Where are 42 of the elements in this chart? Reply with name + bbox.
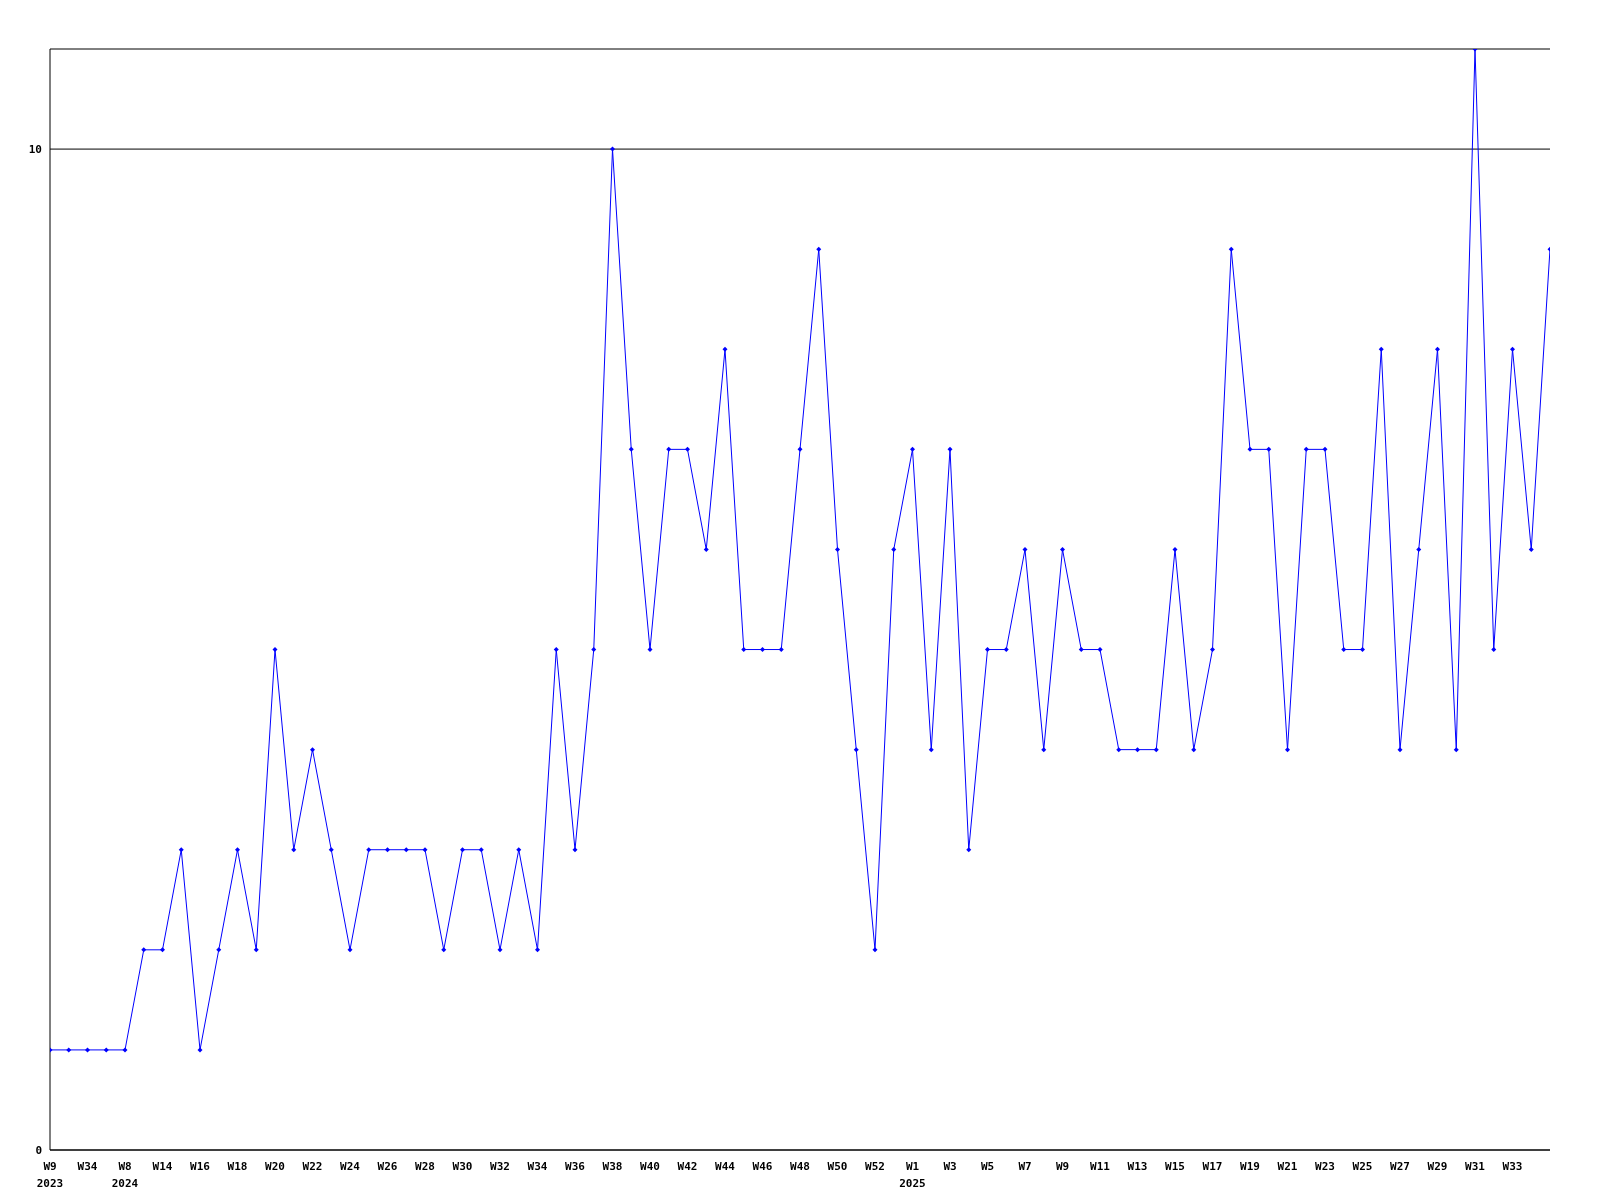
x-tick-label: W32 (490, 1160, 510, 1173)
x-tick-label: W26 (377, 1160, 398, 1173)
x-tick-label: W5 (980, 1160, 995, 1173)
x-tick-label: W27 (1390, 1160, 1410, 1173)
x-tick-label: W36 (565, 1160, 586, 1173)
x-tick-label: W52 (865, 1160, 885, 1173)
y-tick-label: 0 (35, 1143, 42, 1157)
x-tick-label: W38 (602, 1160, 623, 1173)
x-tick-label: W24 (340, 1160, 361, 1173)
x-tick-label: W16 (190, 1160, 211, 1173)
x-tick-label: W19 (1240, 1160, 1260, 1173)
x-tick-label: W8 2024 (111, 1160, 139, 1190)
x-tick-label: W21 (1277, 1160, 1298, 1173)
x-tick-label: W17 (1202, 1160, 1223, 1173)
x-tick-label: W7 (1018, 1160, 1032, 1173)
x-tick-label: W9 2023 (36, 1160, 64, 1190)
x-tick-label: W29 (1427, 1160, 1448, 1173)
x-tick-label: W11 (1090, 1160, 1111, 1173)
x-tick-label: W48 (790, 1160, 810, 1173)
x-tick-label: W34 (77, 1160, 98, 1173)
x-tick-label: W14 (152, 1160, 173, 1173)
x-tick-label: W22 (302, 1160, 323, 1173)
x-tick-label: W44 (715, 1160, 736, 1173)
x-tick-label: W42 (677, 1160, 698, 1173)
x-tick-label: W20 (265, 1160, 285, 1173)
x-tick-label: W9 (1055, 1160, 1070, 1173)
x-tick-label: W3 (943, 1160, 957, 1173)
x-tick-label: W25 (1352, 1160, 1373, 1173)
x-tick-label: W34 (527, 1160, 548, 1173)
x-tick-label: W1 2025 (899, 1160, 926, 1190)
x-tick-label: W40 (640, 1160, 660, 1173)
x-tick-label: W50 (827, 1160, 848, 1173)
x-tick-label: W15 (1165, 1160, 1185, 1173)
x-tick-label: W13 (1127, 1160, 1148, 1173)
y-tick-label: 10 (28, 143, 42, 156)
x-tick-label: W28 (415, 1160, 435, 1173)
x-tick-label: W30 (452, 1160, 473, 1173)
x-tick-label: W18 (227, 1160, 248, 1173)
x-tick-label: W31 (1465, 1160, 1486, 1173)
x-tick-label: W23 (1315, 1160, 1335, 1173)
x-tick-label: W46 (752, 1160, 773, 1173)
x-tick-label: W33 (1502, 1160, 1523, 1173)
